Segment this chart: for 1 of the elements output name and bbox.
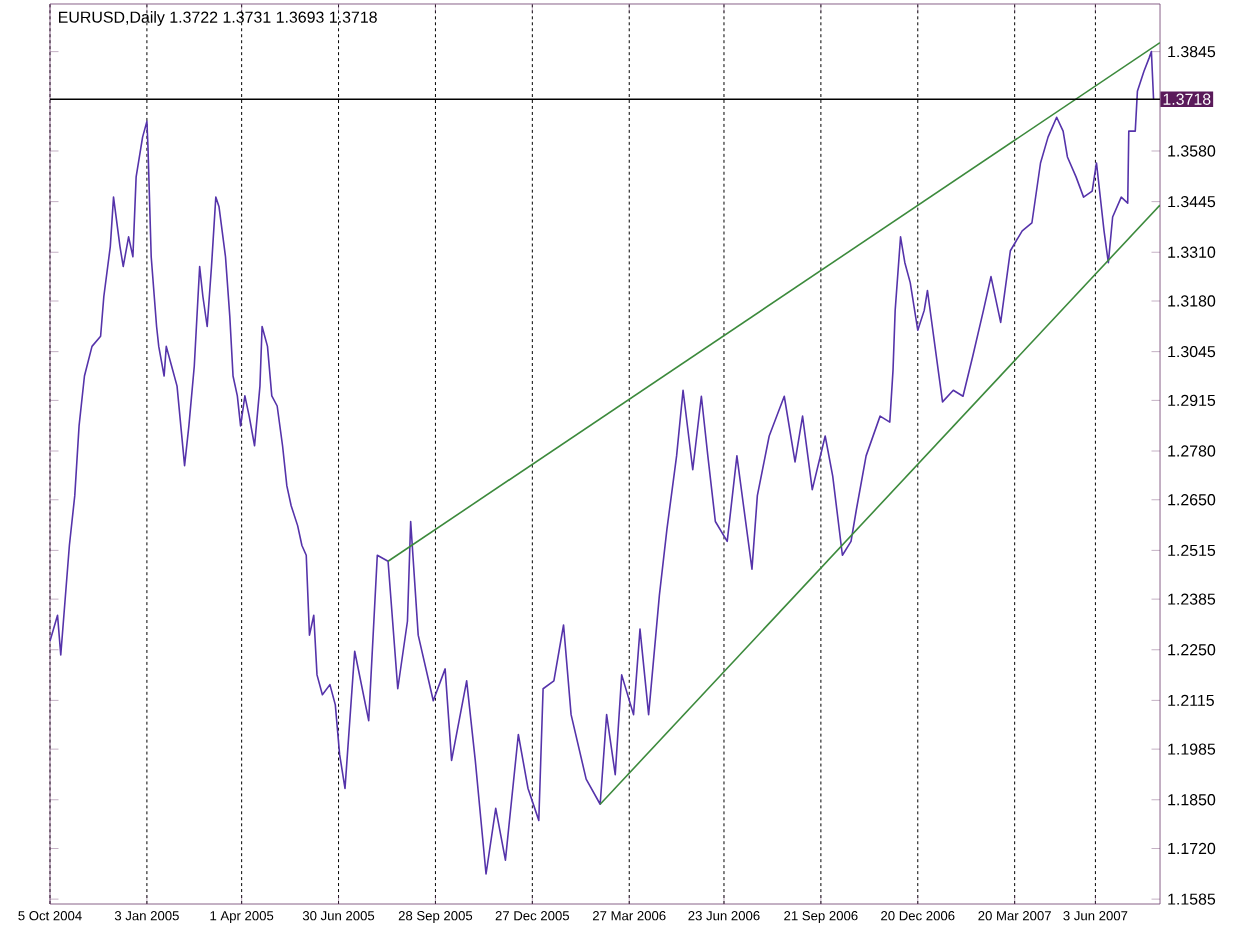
line-series bbox=[50, 50, 1155, 875]
